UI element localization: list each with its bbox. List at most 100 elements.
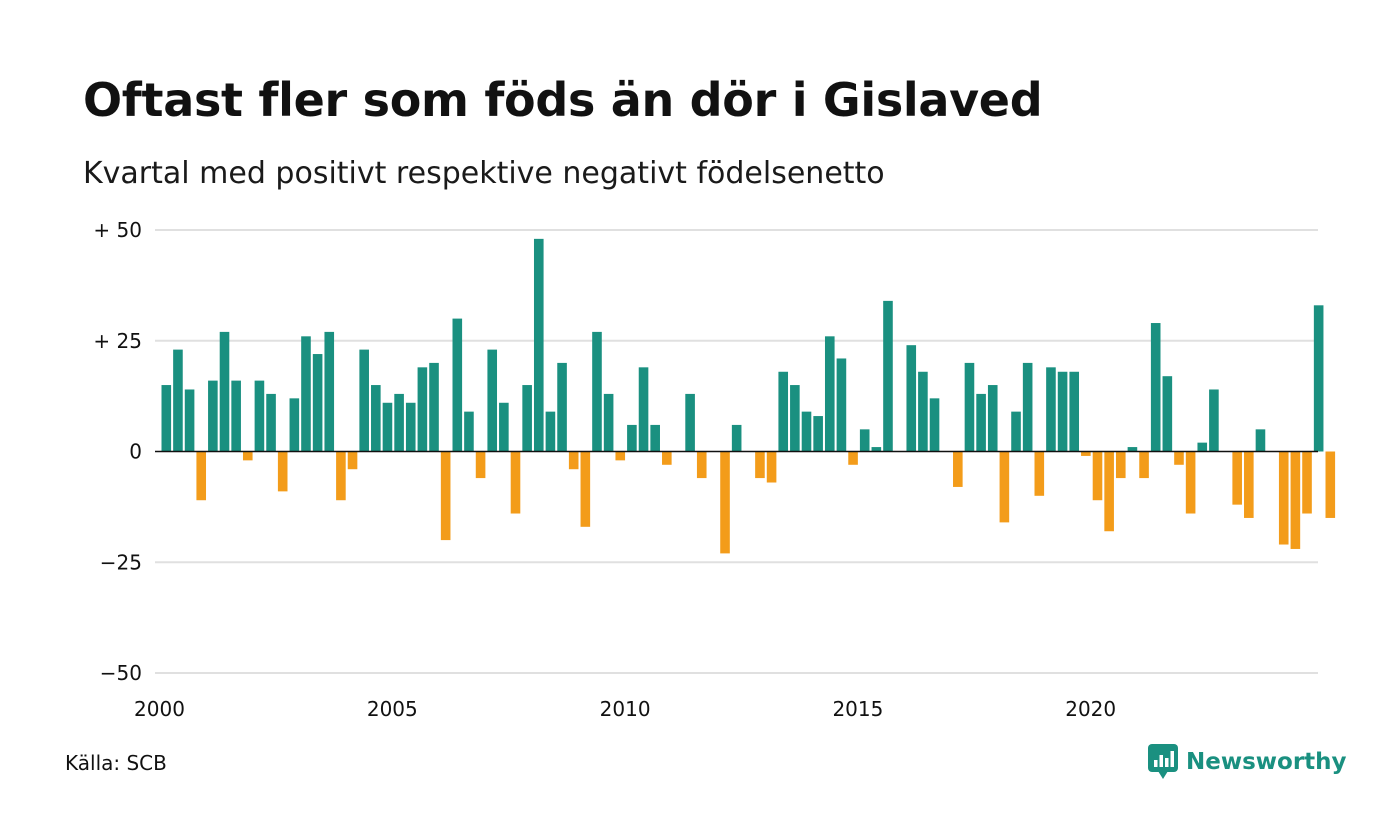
bar-2002-k1 [254, 380, 265, 452]
bar-2002-k4 [289, 398, 300, 452]
bar-2021-k4 [1174, 451, 1184, 465]
bar-2013-k3 [790, 385, 800, 452]
bar-2017-k4 [987, 385, 998, 452]
bar-2010-k1 [627, 424, 637, 452]
bar-2010-k3 [650, 424, 660, 452]
bar-2006-k1 [440, 451, 451, 541]
bar-2004-k3 [371, 385, 381, 452]
bar-2011-k2 [685, 393, 695, 452]
bar-2000-k2 [173, 349, 183, 452]
bar-2005-k2 [405, 402, 416, 452]
bar-2006-k4 [475, 451, 486, 479]
bar-2005-k3 [417, 367, 428, 452]
bar-2010-k4 [662, 451, 672, 465]
bar-2020-k2 [1104, 451, 1114, 532]
bar-2005-k1 [394, 393, 404, 452]
y-tick-label: −25 [100, 550, 142, 574]
chart-subtitle: Kvartal med positivt respektive negativt… [83, 156, 885, 191]
bar-2018-k3 [1022, 362, 1033, 452]
bar-2008-k3 [557, 362, 567, 452]
bar-2022-k2 [1197, 442, 1208, 452]
bar-2000-k4 [196, 451, 207, 501]
bar-2018-k1 [999, 451, 1010, 523]
bar-2007-k3 [510, 451, 521, 514]
bar-2023-k1 [1232, 451, 1242, 505]
bar-2006-k3 [464, 411, 474, 452]
bar-2006-k2 [452, 318, 463, 452]
bar-2018-k2 [1011, 411, 1021, 452]
y-tick-label: + 25 [93, 329, 142, 353]
bar-2018-k4 [1034, 451, 1045, 496]
bar-2021-k3 [1162, 376, 1173, 452]
bar-2020-k4 [1127, 447, 1138, 452]
bar-2003-k3 [324, 331, 335, 452]
bar-2000-k3 [184, 389, 195, 452]
bar-2016-k2 [918, 371, 928, 452]
y-tick-label: + 50 [93, 218, 142, 242]
bar-2003-k4 [336, 451, 346, 501]
x-tick-label: 2005 [367, 697, 418, 721]
bar-2004-k1 [347, 451, 358, 470]
x-tick-label: 2015 [832, 697, 883, 721]
bar-2022-k3 [1209, 389, 1219, 452]
bar-2009-k2 [592, 331, 602, 452]
bar-2008-k2 [545, 411, 556, 452]
bar-2001-k4 [242, 451, 253, 461]
bar-2023-k2 [1244, 451, 1254, 518]
bar-2015-k1 [859, 429, 870, 452]
bar-2008-k1 [533, 238, 544, 452]
bar-2014-k4 [848, 451, 858, 465]
bar-2014-k3 [836, 358, 847, 452]
bar-2002-k2 [266, 393, 276, 452]
bar-2011-k3 [696, 451, 707, 479]
bar-2021-k1 [1139, 451, 1149, 479]
bar-2022-k1 [1185, 451, 1196, 514]
source-note: Källa: SCB [65, 751, 167, 775]
bar-2012-k1 [720, 451, 730, 554]
bar-2019-k4 [1081, 451, 1091, 456]
bar-2000-k1 [161, 385, 172, 452]
bar-2012-k4 [755, 451, 765, 479]
bar-2019-k2 [1057, 371, 1068, 452]
bar-2019-k1 [1046, 367, 1056, 452]
bar-2024-k1 [1278, 451, 1289, 545]
x-axis-ticks: 2000 2005 2010 2015 2020 [134, 697, 1116, 721]
bar-2023-k3 [1255, 429, 1266, 452]
y-tick-label: 0 [129, 440, 142, 464]
bar-2017-k1 [953, 451, 963, 487]
bar-2009-k3 [603, 393, 614, 452]
bar-2007-k2 [499, 402, 509, 452]
bar-2001-k1 [208, 380, 218, 452]
bar-2013-k4 [801, 411, 812, 452]
bar-2016-k1 [906, 345, 917, 452]
y-axis-ticks: + 50 + 25 0 −25 −50 [93, 218, 142, 685]
bar-2001-k2 [219, 331, 230, 452]
bar-2007-k1 [487, 349, 498, 452]
bar-2004-k2 [359, 349, 369, 452]
gridlines [155, 229, 1318, 674]
brand-name: Newsworthy [1186, 749, 1347, 775]
bar-2002-k3 [277, 451, 288, 492]
bar-2005-k4 [429, 362, 439, 452]
brand-logo: Newsworthy [1148, 742, 1347, 782]
bar-2004-k4 [382, 402, 393, 452]
bar-2024-k2 [1290, 451, 1301, 549]
bar-2010-k2 [638, 367, 649, 452]
bar-2017-k3 [976, 393, 986, 452]
bar-chart: + 50 + 25 0 −25 −50 2000 2005 2010 2015 2020 [93, 218, 1336, 721]
bar-2014-k1 [813, 416, 823, 452]
bar-2008-k4 [568, 451, 579, 470]
bar-2003-k1 [301, 336, 311, 452]
y-tick-label: −50 [100, 661, 142, 685]
bar-2024-k4 [1313, 305, 1324, 452]
bar-2015-k2 [871, 447, 882, 452]
bar-2021-k2 [1150, 323, 1161, 452]
bar-2015-k3 [883, 300, 893, 452]
bar-2020-k1 [1092, 451, 1103, 501]
x-tick-label: 2000 [134, 697, 185, 721]
bar-2019-k3 [1069, 371, 1080, 452]
bar-2003-k2 [312, 354, 323, 452]
chart-title: Oftast fler som föds än dör i Gislaved [83, 73, 1043, 127]
bar-2017-k2 [964, 362, 975, 452]
bar-2012-k2 [731, 424, 742, 452]
